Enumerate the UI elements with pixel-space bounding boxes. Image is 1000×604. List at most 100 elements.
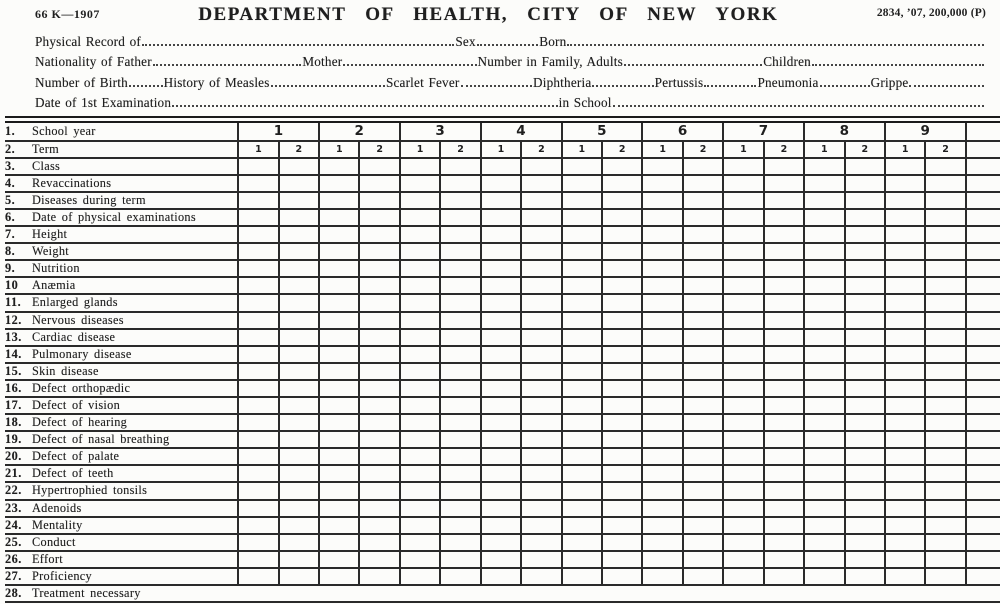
grid-cell (681, 533, 724, 552)
grid-cell (601, 243, 643, 262)
grid-cell (762, 362, 805, 381)
grid-cell (681, 191, 724, 210)
row-number: 25. (5, 534, 22, 549)
grid-cell (601, 431, 643, 450)
grid-cell (681, 516, 724, 535)
grid-cell (762, 448, 805, 467)
grid-cell (398, 499, 441, 518)
grid-cell (803, 362, 845, 381)
grid-cell (924, 208, 966, 228)
grid-cell (398, 260, 441, 279)
row-label-text: Height (32, 227, 68, 242)
grid-cell (277, 174, 320, 193)
grid-cell (924, 157, 966, 176)
grid-cell (479, 379, 522, 398)
grid-cell (439, 550, 481, 569)
row-label-cell: 12. Nervous diseases (5, 311, 239, 330)
grid-cell (722, 226, 764, 245)
grid-cell (398, 567, 441, 587)
row-label-cell: 9. Nutrition (5, 260, 239, 279)
grid-cell (601, 260, 643, 279)
grid-cell (560, 345, 603, 364)
row-label-text: Pulmonary disease (32, 346, 132, 361)
grid-cell (560, 226, 603, 245)
row-number: 23. (5, 500, 22, 515)
grid-cell (762, 431, 805, 450)
grid-cell (964, 414, 1000, 433)
grid-cell (479, 191, 522, 210)
grid-cell (479, 396, 522, 416)
grid-cell (560, 328, 603, 347)
grid-cell (479, 431, 522, 450)
grid-cell (843, 345, 885, 364)
grid-cell (641, 465, 683, 484)
grid-cell (641, 328, 683, 347)
row-label-text: Skin disease (32, 363, 99, 378)
blank-dotted-line (704, 73, 757, 87)
grid-cell (843, 482, 885, 501)
grid-cell (277, 208, 320, 228)
row-label-text: Defect of teeth (32, 466, 114, 481)
table-row: 8. Weight (5, 243, 1000, 262)
grid-cell (843, 191, 885, 210)
grid-cell (964, 191, 1000, 210)
row-label-cell: 19. Defect of nasal breathing (5, 431, 239, 450)
grid-cell (601, 226, 643, 245)
grid-cell (641, 174, 683, 193)
grid-cell (641, 243, 683, 262)
table-row: 19. Defect of nasal breathing (5, 431, 1000, 450)
grid-cell (964, 294, 1000, 313)
grid-cell (883, 208, 926, 228)
grid-cell (722, 345, 764, 364)
page-title: DEPARTMENT OF HEALTH, CITY OF NEW YORK (198, 4, 779, 25)
grid-cell (964, 122, 1000, 142)
grid-cell (277, 550, 320, 569)
grid-cell (681, 208, 724, 228)
grid-cell (722, 311, 764, 330)
grid-cell (520, 567, 562, 587)
blank-dotted-line (172, 93, 558, 108)
grid-cell (560, 277, 603, 296)
grid-cell (681, 260, 724, 279)
grid-cell (964, 499, 1000, 518)
field-label: Grippe (870, 74, 909, 90)
row-number: 6. (5, 209, 16, 224)
grid-cell (641, 482, 683, 501)
term-header-cell: 1 (237, 140, 279, 159)
grid-cell (479, 226, 522, 245)
grid-cell (641, 277, 683, 296)
blank-dotted-line (128, 73, 163, 87)
grid-cell (237, 311, 279, 330)
grid-cell (883, 499, 926, 518)
grid-cell (883, 379, 926, 398)
grid-cell (803, 328, 845, 347)
grid-cell (883, 277, 926, 296)
row-label-text: Treatment necessary (32, 586, 141, 600)
grid-cell (237, 465, 279, 484)
grid-cell (964, 516, 1000, 535)
table-row: 6. Date of physical examinations (5, 208, 1000, 228)
grid-cell (843, 260, 885, 279)
grid-cell (924, 516, 966, 535)
row-number: 11. (5, 295, 22, 310)
row-label-cell: 16. Defect orthopædic (5, 379, 239, 398)
grid-cell (358, 499, 400, 518)
grid-cell (803, 516, 845, 535)
grid-cell (237, 208, 279, 228)
grid-cell (803, 465, 845, 484)
grid-cell (601, 567, 643, 587)
grid-cell (398, 431, 441, 450)
grid-cell (560, 482, 603, 501)
grid-cell (964, 431, 1000, 450)
grid-cell (479, 499, 522, 518)
grid-cell (803, 191, 845, 210)
grid-cell (924, 533, 966, 552)
grid-cell (358, 260, 400, 279)
row-number: 1. (5, 123, 16, 138)
grid-cell (479, 516, 522, 535)
grid-cell (237, 260, 279, 279)
grid-cell (964, 243, 1000, 262)
grid-cell (681, 550, 724, 569)
grid-cell (277, 243, 320, 262)
grid-cell (722, 208, 764, 228)
